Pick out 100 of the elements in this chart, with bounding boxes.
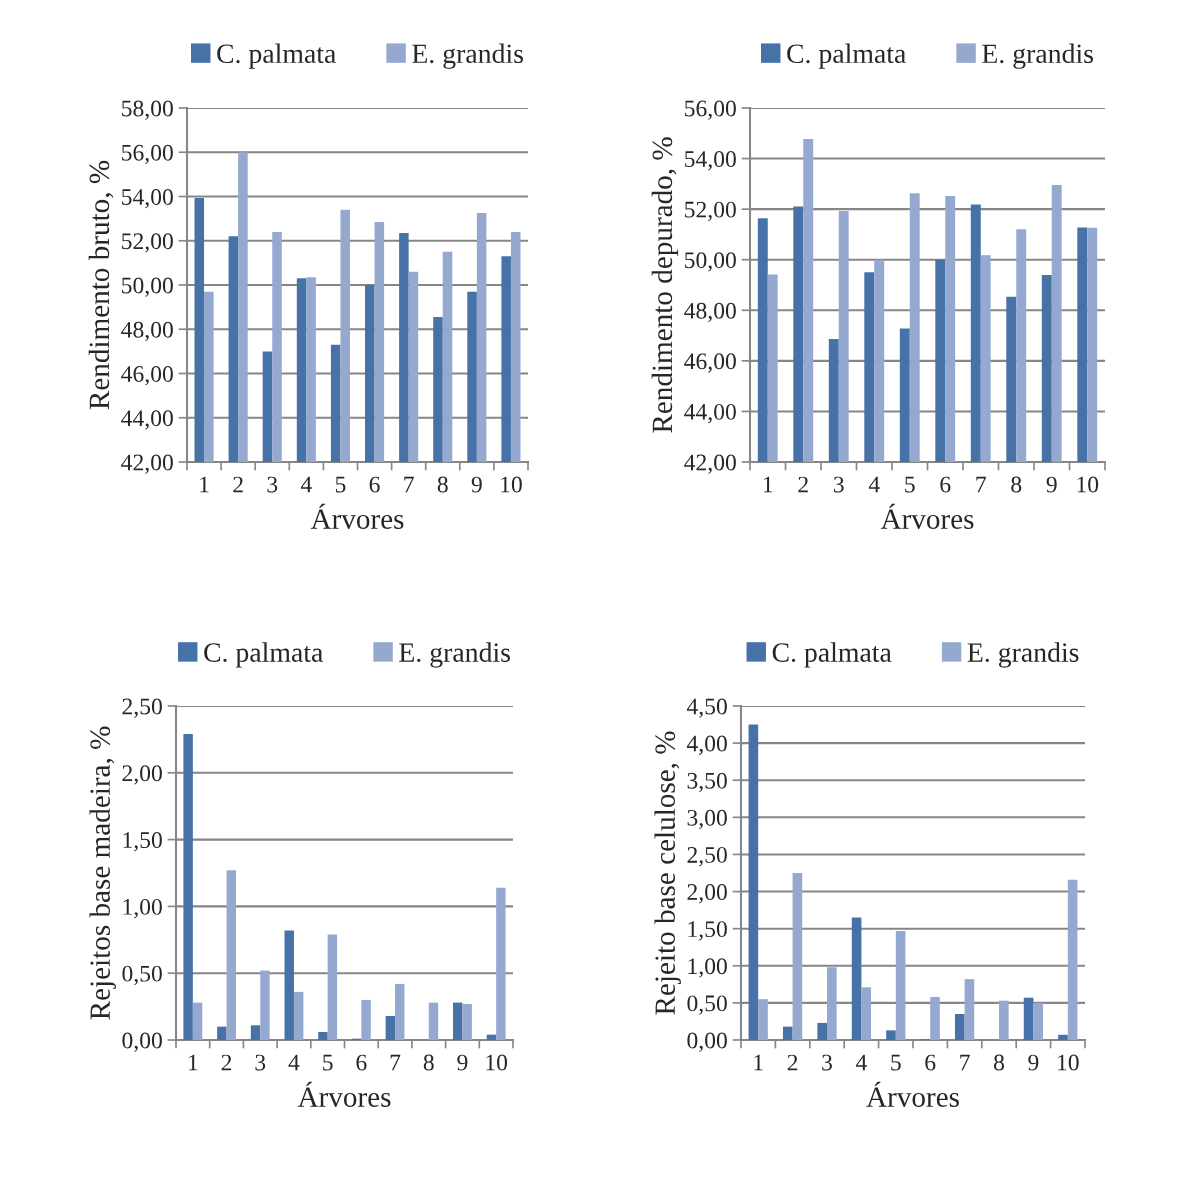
y-axis-title: Rejeitos base madeira, %: [89, 726, 116, 1020]
x-tick-label: 10: [1058, 1054, 1079, 1071]
x-tick-label: 4: [288, 1054, 300, 1071]
x-tick-label: 1: [189, 1054, 198, 1071]
bar: [861, 987, 872, 1040]
y-tick-label: 54,00: [122, 188, 173, 209]
bar: [217, 1026, 227, 1040]
bar: [1033, 1002, 1044, 1040]
y-tick-label: 50,00: [122, 277, 173, 297]
bar: [758, 999, 768, 1040]
x-tick-label: 7: [960, 1054, 970, 1071]
y-tick-label: 0,00: [122, 1032, 162, 1052]
x-tick-label: 10: [486, 1054, 508, 1071]
y-tick-label: 58,00: [122, 100, 173, 120]
x-tick-label: 7: [404, 476, 414, 493]
x-tick-label: 6: [369, 476, 380, 493]
y-tick-label: 3,00: [687, 809, 727, 830]
y-tick-label: 44,00: [684, 403, 736, 424]
x-tick-label: 5: [905, 476, 915, 493]
bar: [192, 1002, 203, 1040]
bar: [486, 1034, 497, 1040]
x-tick-label: 3: [255, 1054, 266, 1071]
bar: [886, 1030, 896, 1040]
bar: [964, 979, 975, 1040]
x-tick-label: 9: [457, 1054, 468, 1071]
x-tick-label: 6: [925, 1054, 936, 1071]
x-tick-label: 4: [855, 1054, 867, 1071]
y-tick-label: 52,00: [122, 233, 173, 253]
legend-label: E. grandis: [982, 43, 1093, 69]
x-tick-label: 1: [200, 476, 209, 493]
legend-label: C. palmata: [217, 43, 336, 69]
y-tick-label: 2,00: [122, 765, 162, 785]
legend-label: C. palmata: [772, 642, 892, 668]
x-tick-label: 6: [356, 1054, 367, 1071]
y-tick-label: 1,00: [123, 898, 162, 919]
bar: [792, 873, 803, 1040]
legend-label: C. palmata: [204, 642, 323, 668]
x-tick-label: 8: [1011, 476, 1022, 493]
bar: [782, 1026, 793, 1040]
legend-label: E. grandis: [412, 43, 523, 69]
bar: [817, 1022, 827, 1040]
bar: [250, 1025, 261, 1040]
x-axis-title: Árvores: [880, 503, 974, 529]
bar: [284, 930, 294, 1040]
y-tick-label: 3,50: [687, 772, 727, 793]
bar: [395, 983, 405, 1040]
bar: [428, 1002, 439, 1040]
x-tick-label: 10: [1077, 476, 1099, 493]
y-tick-label: 0,50: [122, 965, 162, 986]
y-axis-title: Rejeito base celulose, %: [654, 731, 681, 1015]
y-tick-label: 0,00: [687, 1032, 727, 1052]
y-tick-label: 46,00: [121, 365, 173, 386]
x-axis-title: Árvores: [297, 1081, 391, 1107]
bar: [327, 934, 338, 1040]
y-tick-label: 48,00: [121, 321, 173, 342]
x-tick-label: 1: [754, 1054, 763, 1071]
bar: [183, 734, 193, 1040]
y-tick-label: 42,00: [684, 454, 736, 474]
bar: [226, 870, 236, 1040]
y-tick-label: 56,00: [685, 100, 736, 120]
bar: [1023, 997, 1034, 1040]
bar: [496, 887, 506, 1040]
y-axis-title: Rendimento bruto, %: [88, 160, 114, 410]
legend-label: E. grandis: [967, 642, 1079, 668]
bar: [999, 1000, 1009, 1040]
y-tick-label: 46,00: [684, 353, 736, 373]
y-tick-label: 1,50: [688, 921, 727, 941]
bar: [318, 1031, 328, 1040]
x-tick-label: 5: [891, 1054, 901, 1071]
x-tick-label: 9: [1046, 476, 1057, 493]
x-tick-label: 1: [763, 476, 773, 493]
x-tick-label: 3: [833, 476, 844, 493]
x-tick-label: 9: [1028, 1054, 1039, 1071]
x-tick-label: 7: [390, 1054, 401, 1071]
y-tick-label: 44,00: [121, 410, 173, 430]
x-tick-label: 2: [787, 1054, 798, 1071]
x-tick-label: 3: [822, 1054, 832, 1071]
x-tick-label: 8: [994, 1054, 1004, 1071]
y-tick-label: 4,00: [686, 735, 727, 755]
bar: [260, 970, 270, 1040]
bar: [1058, 1034, 1068, 1040]
x-tick-label: 8: [437, 476, 448, 493]
legend-label: E. grandis: [399, 642, 510, 668]
y-tick-label: 42,00: [121, 454, 173, 474]
x-axis-title: Árvores: [310, 503, 404, 529]
x-tick-label: 6: [940, 476, 951, 493]
x-tick-label: 5: [335, 476, 346, 493]
y-tick-label: 56,00: [122, 144, 173, 165]
y-tick-label: 2,00: [687, 884, 727, 904]
y-tick-label: 1,50: [123, 832, 162, 852]
bar: [827, 967, 837, 1040]
x-tick-label: 5: [323, 1054, 333, 1071]
legend-label: C. palmata: [787, 43, 906, 69]
y-tick-label: 4,50: [686, 698, 727, 718]
x-tick-label: 8: [423, 1054, 434, 1071]
bar: [385, 1015, 396, 1040]
x-tick-label: 3: [267, 476, 278, 493]
y-tick-label: 2,50: [687, 846, 727, 867]
bar: [930, 996, 940, 1040]
x-tick-label: 2: [798, 476, 808, 493]
